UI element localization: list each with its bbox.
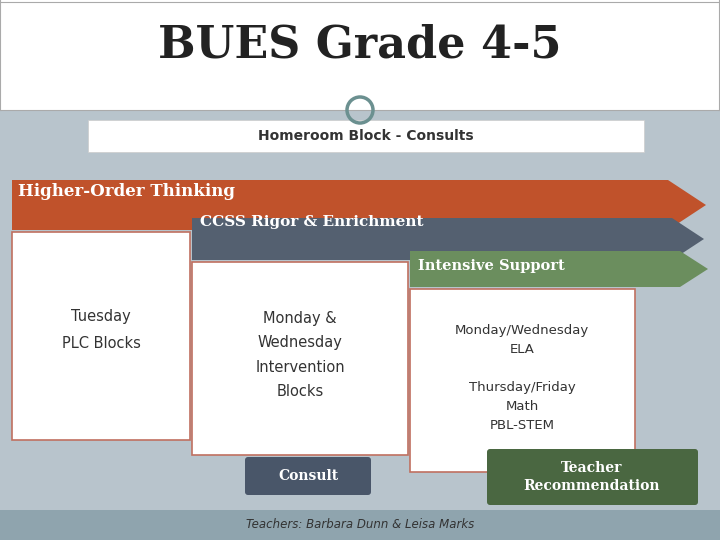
- Text: Tuesday
PLC Blocks: Tuesday PLC Blocks: [62, 309, 140, 351]
- Bar: [88, 120, 644, 152]
- Bar: [12, 232, 190, 440]
- Text: Higher-Order Thinking: Higher-Order Thinking: [18, 184, 235, 200]
- Polygon shape: [192, 218, 704, 260]
- Polygon shape: [12, 180, 706, 230]
- Bar: [0, 110, 720, 510]
- Text: Homeroom Block - Consults: Homeroom Block - Consults: [258, 129, 474, 143]
- Bar: [0, 510, 720, 540]
- FancyBboxPatch shape: [487, 449, 698, 505]
- Bar: [192, 262, 408, 455]
- Bar: [410, 289, 635, 472]
- Polygon shape: [410, 251, 708, 287]
- Text: Monday/Wednesday
ELA

Thursday/Friday
Math
PBL-STEM: Monday/Wednesday ELA Thursday/Friday Mat…: [455, 324, 589, 432]
- Text: Monday &
Wednesday
Intervention
Blocks: Monday & Wednesday Intervention Blocks: [255, 310, 345, 400]
- FancyBboxPatch shape: [245, 457, 371, 495]
- Text: CCSS Rigor & Enrichment: CCSS Rigor & Enrichment: [200, 215, 423, 229]
- Text: Teacher
Recommendation: Teacher Recommendation: [523, 461, 660, 493]
- Text: Intensive Support: Intensive Support: [418, 259, 564, 273]
- Text: Consult: Consult: [278, 469, 338, 483]
- Bar: [0, 0, 720, 110]
- Text: Teachers: Barbara Dunn & Leisa Marks: Teachers: Barbara Dunn & Leisa Marks: [246, 518, 474, 531]
- Text: BUES Grade 4-5: BUES Grade 4-5: [158, 24, 562, 66]
